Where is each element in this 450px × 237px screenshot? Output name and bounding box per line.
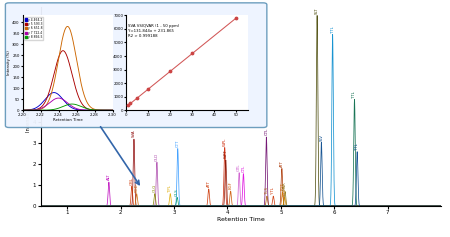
Text: TTL: TTL (331, 26, 335, 33)
Point (233, 16, 240, 20)
Point (134, 96, 141, 100)
Text: WPL: WPL (223, 137, 227, 146)
Text: PGT: PGT (280, 182, 284, 190)
Point (144, 87, 152, 91)
Text: GLG: GLG (153, 184, 157, 192)
Point (189, 52, 196, 55)
Text: SLV: SLV (320, 134, 324, 141)
Text: YTL: YTL (283, 189, 287, 196)
Text: GTL: GTL (237, 164, 241, 171)
Text: CTT: CTT (176, 140, 180, 147)
Text: GLS: GLS (175, 188, 179, 196)
Point (127, 102, 134, 105)
Text: GLD: GLD (155, 152, 159, 160)
Text: TLS: TLS (265, 187, 269, 194)
Text: CTL: CTL (241, 165, 245, 172)
X-axis label: Retention Time: Retention Time (217, 217, 265, 222)
Text: TTL: TTL (352, 91, 356, 98)
Text: CTL: CTL (265, 128, 268, 135)
Text: TTL: TTL (355, 143, 359, 150)
Text: ATT: ATT (280, 160, 284, 167)
Text: MAR: MAR (283, 181, 287, 190)
Text: ATT: ATT (207, 180, 211, 187)
Legend: y 4 464.2, y 5 593.3, y 6 651.8, y 7 722.4, y 8 866.5: y 4 464.2, y 5 593.3, y 6 651.8, y 7 722… (24, 17, 43, 40)
Text: EGF: EGF (229, 182, 233, 189)
Text: GBL: GBL (130, 177, 134, 185)
Y-axis label: Intensity (%): Intensity (%) (7, 50, 11, 75)
Point (166, 69, 174, 73)
Text: TPL: TPL (168, 185, 172, 192)
Text: SVA VSIQVAR (1 - 50 ppm)
Y=131.844x + 231.865
R2 > 0.999188: SVA VSIQVAR (1 - 50 ppm) Y=131.844x + 23… (128, 23, 180, 38)
Y-axis label: Intensity (x100(3)): Intensity (x100(3)) (27, 82, 32, 132)
Text: SLT: SLT (315, 7, 319, 14)
Text: KGD: KGD (135, 183, 139, 192)
Point (125, 103, 132, 107)
Text: ALT: ALT (107, 174, 111, 180)
X-axis label: Retention Time: Retention Time (53, 118, 82, 122)
Text: YTL: YTL (271, 187, 275, 194)
Text: WPT: WPT (224, 150, 228, 158)
Text: SVA: SVA (132, 130, 136, 137)
